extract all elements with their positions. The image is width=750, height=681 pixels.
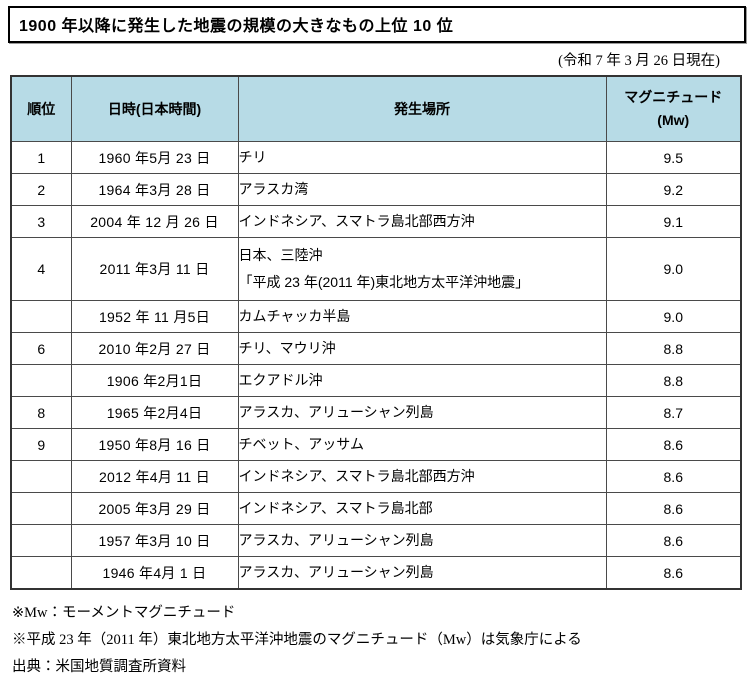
- date-cell: 2005 年3月 29 日: [70, 492, 239, 525]
- page-title: 1900 年以降に発生した地震の規模の大きなもの上位 10 位: [8, 6, 746, 43]
- date-cell: 1957 年3月 10 日: [70, 524, 239, 557]
- location-line: アラスカ、アリューシャン列島: [238, 532, 434, 548]
- date-cell: 1946 年4月 1 日: [70, 556, 239, 590]
- rank-cell: 6: [10, 332, 72, 365]
- rank-cell: [10, 300, 72, 333]
- magnitude-cell: 9.0: [605, 237, 742, 301]
- date-cell: 1964 年3月 28 日: [70, 173, 239, 206]
- table-row: 2 1964 年3月 28 日アラスカ湾 9.2: [10, 173, 742, 206]
- table-row: 2012 年4月 11 日インドネシア、スマトラ島北部西方沖 8.6: [10, 460, 742, 493]
- magnitude-cell: 9.5: [605, 141, 742, 174]
- location-line: チベット、アッサム: [238, 436, 364, 452]
- date-cell: 1906 年2月1日: [70, 364, 239, 397]
- location-cell: インドネシア、スマトラ島北部: [237, 492, 607, 525]
- magnitude-cell: 8.6: [605, 428, 742, 461]
- as-of-date: (令和 7 年 3 月 26 日現在): [558, 53, 720, 69]
- table-row: 9 1950 年8月 16 日チベット、アッサム 8.6: [10, 428, 742, 461]
- location-line: チリ: [238, 149, 267, 165]
- location-line: インドネシア、スマトラ島北部: [238, 500, 433, 516]
- table-row: 1957 年3月 10 日アラスカ、アリューシャン列島 8.6: [10, 524, 742, 557]
- location-line: インドネシア、スマトラ島北部西方沖: [238, 468, 475, 484]
- magnitude-cell: 8.6: [605, 492, 742, 525]
- rank-cell: [10, 492, 72, 525]
- header-row: 順位 日時(日本時間) 発生場所 マグニチュード (Mw): [10, 75, 742, 142]
- location-cell: アラスカ、アリューシャン列島: [237, 524, 607, 557]
- location-cell: アラスカ、アリューシャン列島: [237, 396, 607, 429]
- header-rank: 順位: [10, 75, 72, 142]
- rank-cell: [10, 524, 72, 557]
- location-line: チリ、マウリ沖: [238, 340, 336, 356]
- footnotes: ※Mw：モーメントマグニチュード ※平成 23 年（2011 年）東北地方太平洋…: [12, 600, 742, 681]
- footnote-jma: ※平成 23 年（2011 年）東北地方太平洋沖地震のマグニチュード（Mw）は気…: [12, 632, 582, 648]
- date-cell: 1952 年 11 月5日: [70, 300, 239, 333]
- rank-cell: [10, 364, 72, 397]
- magnitude-cell: 8.8: [605, 364, 742, 397]
- location-line: アラスカ湾: [238, 181, 309, 197]
- header-location: 発生場所: [237, 75, 607, 142]
- table-header: 順位 日時(日本時間) 発生場所 マグニチュード (Mw): [10, 75, 742, 142]
- location-line: エクアドル沖: [238, 372, 323, 388]
- rank-cell: 9: [10, 428, 72, 461]
- table-row: 1952 年 11 月5日 カムチャッカ半島 9.0: [10, 300, 742, 333]
- table-row: 8 1965 年2月4日 アラスカ、アリューシャン列島 8.7: [10, 396, 742, 429]
- table-body: 1 1960 年5月 23 日チリ 9.5 2 1964 年3月 28 日アラスカ湾 9.…: [10, 141, 742, 590]
- rank-cell: 8: [10, 396, 72, 429]
- date-cell: 2004 年 12 月 26 日: [70, 205, 239, 238]
- date-cell: 2011 年3月 11 日: [70, 237, 239, 301]
- magnitude-cell: 8.6: [605, 556, 742, 590]
- magnitude-cell: 8.6: [605, 524, 742, 557]
- rank-cell: [10, 460, 72, 493]
- date-cell: 1960 年5月 23 日: [70, 141, 239, 174]
- footnote-source: 出典：米国地質調査所資料: [12, 659, 186, 675]
- rank-cell: 2: [10, 173, 72, 206]
- header-magnitude-unit: (Mw): [657, 112, 690, 128]
- location-cell: チリ: [237, 141, 607, 174]
- table-row: 4 2011 年3月 11 日日本、三陸沖「平成 23 年(2011 年)東北地方…: [10, 237, 742, 301]
- table-row: 3 2004 年 12 月 26 日インドネシア、スマトラ島北部西方沖 9.1: [10, 205, 742, 238]
- location-line: 日本、三陸沖: [238, 247, 323, 263]
- magnitude-cell: 8.8: [605, 332, 742, 365]
- location-cell: インドネシア、スマトラ島北部西方沖: [237, 205, 607, 238]
- location-line: インドネシア、スマトラ島北部西方沖: [238, 213, 475, 229]
- table-row: 1 1960 年5月 23 日チリ 9.5: [10, 141, 742, 174]
- table-row: 1946 年4月 1 日アラスカ、アリューシャン列島 8.6: [10, 556, 742, 590]
- header-magnitude-label: マグニチュード: [624, 89, 723, 105]
- date-cell: 1965 年2月4日: [70, 396, 239, 429]
- location-cell: 日本、三陸沖「平成 23 年(2011 年)東北地方太平洋沖地震」: [237, 237, 607, 301]
- magnitude-cell: 9.1: [605, 205, 742, 238]
- rank-cell: 1: [10, 141, 72, 174]
- location-cell: エクアドル沖: [237, 364, 607, 397]
- location-line: アラスカ、アリューシャン列島: [238, 404, 434, 420]
- rank-cell: [10, 556, 72, 590]
- magnitude-cell: 8.7: [605, 396, 742, 429]
- header-magnitude: マグニチュード (Mw): [605, 75, 742, 142]
- header-date: 日時(日本時間): [70, 75, 239, 142]
- location-cell: カムチャッカ半島: [237, 300, 607, 333]
- location-cell: アラスカ湾: [237, 173, 607, 206]
- rank-cell: 4: [10, 237, 72, 301]
- date-cell: 2012 年4月 11 日: [70, 460, 239, 493]
- footnote-mw: ※Mw：モーメントマグニチュード: [12, 605, 236, 621]
- magnitude-cell: 9.0: [605, 300, 742, 333]
- location-line: アラスカ、アリューシャン列島: [238, 564, 434, 580]
- location-line: カムチャッカ半島: [238, 308, 351, 324]
- location-cell: アラスカ、アリューシャン列島: [237, 556, 607, 590]
- location-line-2: 「平成 23 年(2011 年)東北地方太平洋沖地震」: [238, 274, 530, 290]
- magnitude-cell: 9.2: [605, 173, 742, 206]
- rank-cell: 3: [10, 205, 72, 238]
- table-row: 2005 年3月 29 日インドネシア、スマトラ島北部 8.6: [10, 492, 742, 525]
- location-cell: インドネシア、スマトラ島北部西方沖: [237, 460, 607, 493]
- table-row: 6 2010 年2月 27 日チリ、マウリ沖 8.8: [10, 332, 742, 365]
- location-cell: チリ、マウリ沖: [237, 332, 607, 365]
- earthquake-table: 順位 日時(日本時間) 発生場所 マグニチュード (Mw) 1 1960 年5月 …: [10, 75, 742, 590]
- location-cell: チベット、アッサム: [237, 428, 607, 461]
- table-row: 1906 年2月1日 エクアドル沖 8.8: [10, 364, 742, 397]
- magnitude-cell: 8.6: [605, 460, 742, 493]
- date-cell: 1950 年8月 16 日: [70, 428, 239, 461]
- date-cell: 2010 年2月 27 日: [70, 332, 239, 365]
